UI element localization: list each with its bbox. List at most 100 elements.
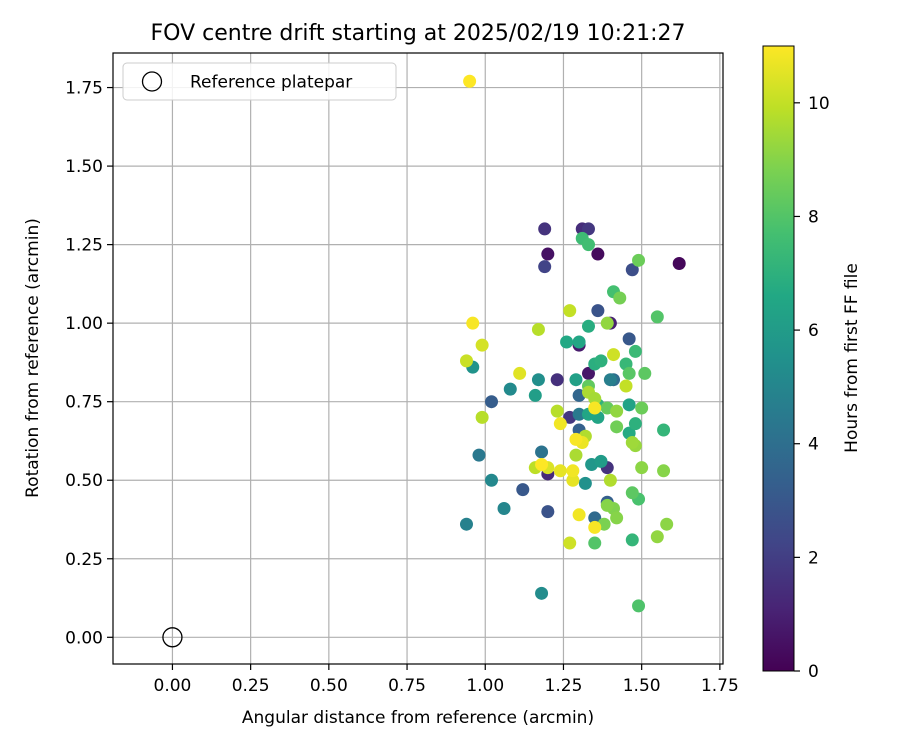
- data-point: [535, 458, 549, 472]
- data-point: [550, 404, 564, 418]
- data-point: [657, 423, 671, 437]
- legend: Reference platepar: [122, 62, 397, 101]
- data-point: [516, 483, 530, 497]
- x-tick-label: 1.50: [623, 676, 661, 696]
- data-point: [541, 247, 555, 261]
- data-point: [581, 238, 595, 252]
- data-point: [535, 445, 549, 459]
- x-tick-label: 0.00: [154, 676, 192, 696]
- grid: [113, 53, 723, 664]
- data-point: [628, 417, 642, 431]
- data-point: [650, 530, 664, 544]
- data-point: [538, 222, 552, 236]
- reference-point: [162, 627, 183, 648]
- y-tick-label: 1.50: [65, 157, 103, 177]
- y-axis-ticks: 0.00 0.25 0.50 0.75 1.00 1.25 1.50 1.75: [65, 79, 113, 648]
- y-tick-label: 0.50: [65, 471, 103, 491]
- x-tick-label: 0.25: [232, 676, 270, 696]
- data-point: [566, 464, 580, 478]
- data-point: [635, 401, 649, 415]
- y-tick-label: 1.25: [65, 236, 103, 256]
- data-point: [603, 473, 617, 487]
- data-point: [578, 476, 592, 490]
- data-point: [628, 344, 642, 358]
- data-point: [535, 586, 549, 600]
- reference-layer: [162, 627, 183, 648]
- data-point: [466, 316, 480, 330]
- y-tick-label: 1.00: [65, 314, 103, 334]
- data-point: [553, 464, 567, 478]
- data-point: [528, 388, 542, 402]
- data-point: [513, 366, 527, 380]
- data-point: [541, 505, 555, 519]
- data-point: [632, 253, 646, 267]
- colorbar-label: Hours from first FF file: [842, 263, 862, 453]
- x-tick-label: 0.50: [310, 676, 348, 696]
- data-point: [622, 332, 636, 346]
- data-point: [569, 432, 583, 446]
- y-tick-label: 0.00: [65, 628, 103, 648]
- y-tick-label: 0.25: [65, 550, 103, 570]
- data-point: [569, 448, 583, 462]
- data-point: [594, 354, 608, 368]
- colorbar-tick-label: 10: [808, 94, 830, 114]
- data-point: [610, 420, 624, 434]
- y-axis-label: Rotation from reference (arcmin): [23, 218, 43, 498]
- data-point: [538, 260, 552, 274]
- data-point: [560, 335, 574, 349]
- data-point: [581, 222, 595, 236]
- x-axis-ticks: 0.00 0.25 0.50 0.75 1.00 1.25 1.50 1.75: [154, 664, 739, 696]
- colorbar-tick-label: 2: [808, 548, 819, 568]
- data-point: [459, 354, 473, 368]
- data-point: [607, 348, 621, 362]
- data-point: [594, 454, 608, 468]
- data-point: [566, 473, 580, 487]
- data-point: [503, 382, 517, 396]
- data-point: [459, 517, 473, 531]
- data-point: [581, 366, 595, 380]
- data-point: [588, 401, 602, 415]
- data-point: [497, 502, 511, 516]
- data-point: [600, 498, 614, 512]
- legend-box: [122, 62, 397, 101]
- data-point: [572, 407, 586, 421]
- data-point: [588, 392, 602, 406]
- colorbar-gradient: [762, 45, 795, 672]
- data-point: [485, 395, 499, 409]
- colorbar: 0 2 4 6 8 10 Hours from first FF file: [762, 45, 862, 682]
- data-point: [572, 508, 586, 522]
- data-point: [610, 404, 624, 418]
- data-point: [625, 263, 639, 277]
- data-point: [588, 536, 602, 550]
- x-tick-label: 0.75: [388, 676, 426, 696]
- data-point: [610, 511, 624, 525]
- data-point: [563, 304, 577, 318]
- data-point: [591, 247, 605, 261]
- x-tick-label: 1.25: [545, 676, 583, 696]
- data-point: [638, 366, 652, 380]
- plot-frame: [112, 52, 724, 665]
- data-point: [600, 316, 614, 330]
- data-point: [603, 373, 617, 387]
- data-point: [588, 520, 602, 534]
- legend-marker: [141, 71, 163, 92]
- data-point: [650, 310, 664, 324]
- data-point: [622, 366, 636, 380]
- y-tick-label: 0.75: [65, 393, 103, 413]
- x-tick-label: 1.00: [466, 676, 504, 696]
- data-point: [613, 291, 627, 305]
- data-point: [635, 461, 649, 475]
- y-tick-label: 1.75: [65, 79, 103, 99]
- data-point: [588, 511, 602, 525]
- data-point: [563, 536, 577, 550]
- data-point: [463, 74, 477, 88]
- chart-title: FOV centre drift starting at 2025/02/19 …: [151, 21, 686, 46]
- data-point: [475, 338, 489, 352]
- data-point: [622, 398, 636, 412]
- colorbar-tick-label: 8: [808, 207, 819, 227]
- data-point: [569, 373, 583, 387]
- data-point: [531, 322, 545, 336]
- data-point: [472, 448, 486, 462]
